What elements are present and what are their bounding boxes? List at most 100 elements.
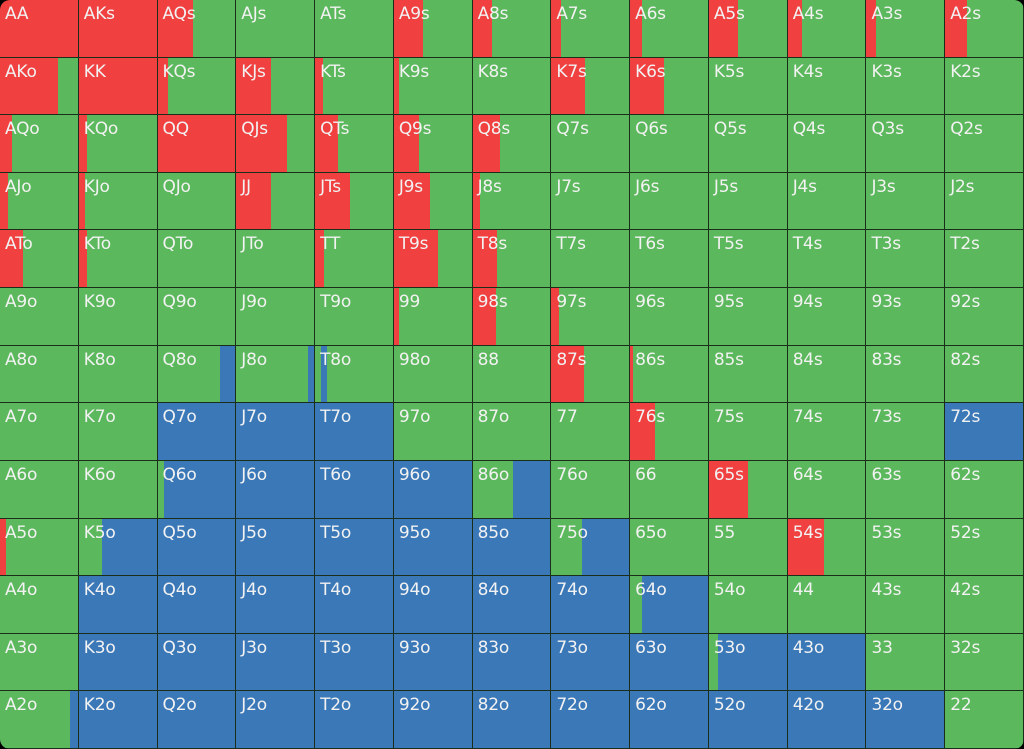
hand-cell-K2s[interactable]: K2s bbox=[945, 57, 1024, 116]
hand-cell-JTo[interactable]: JTo bbox=[236, 230, 316, 289]
hand-cell-AJo[interactable]: AJo bbox=[0, 172, 79, 231]
hand-cell-T9o[interactable]: T9o bbox=[315, 288, 394, 346]
hand-cell-AJs[interactable]: AJs bbox=[236, 0, 316, 58]
hand-cell-66[interactable]: 66 bbox=[630, 460, 709, 519]
hand-cell-K4s[interactable]: K4s bbox=[787, 57, 867, 116]
hand-cell-75s[interactable]: 75s bbox=[708, 403, 788, 461]
hand-cell-J4s[interactable]: J4s bbox=[787, 172, 867, 231]
hand-cell-94o[interactable]: 94o bbox=[393, 576, 473, 634]
hand-cell-JJ[interactable]: JJ bbox=[236, 172, 316, 231]
hand-cell-74o[interactable]: 74o bbox=[551, 576, 631, 634]
hand-cell-82o[interactable]: 82o bbox=[472, 691, 552, 749]
hand-cell-A2s[interactable]: A2s bbox=[945, 0, 1024, 58]
hand-cell-Q7s[interactable]: Q7s bbox=[551, 115, 631, 173]
hand-cell-T3o[interactable]: T3o bbox=[315, 633, 394, 692]
hand-cell-K3o[interactable]: K3o bbox=[78, 633, 158, 692]
hand-cell-J7o[interactable]: J7o bbox=[236, 403, 316, 461]
hand-cell-A6o[interactable]: A6o bbox=[0, 460, 79, 519]
hand-cell-33[interactable]: 33 bbox=[866, 633, 946, 692]
hand-cell-J9s[interactable]: J9s bbox=[393, 172, 473, 231]
hand-cell-K2o[interactable]: K2o bbox=[78, 691, 158, 749]
hand-cell-K5s[interactable]: K5s bbox=[708, 57, 788, 116]
hand-cell-87s[interactable]: 87s bbox=[551, 345, 631, 404]
hand-cell-Q3s[interactable]: Q3s bbox=[866, 115, 946, 173]
hand-cell-TT[interactable]: TT bbox=[315, 230, 394, 289]
hand-cell-32s[interactable]: 32s bbox=[945, 633, 1024, 692]
hand-cell-63s[interactable]: 63s bbox=[866, 460, 946, 519]
hand-cell-62o[interactable]: 62o bbox=[630, 691, 709, 749]
hand-cell-AA[interactable]: AA bbox=[0, 0, 79, 58]
hand-cell-T5s[interactable]: T5s bbox=[708, 230, 788, 289]
hand-cell-A5s[interactable]: A5s bbox=[708, 0, 788, 58]
hand-cell-A4s[interactable]: A4s bbox=[787, 0, 867, 58]
hand-cell-QJs[interactable]: QJs bbox=[236, 115, 316, 173]
hand-cell-J5o[interactable]: J5o bbox=[236, 518, 316, 577]
hand-cell-84o[interactable]: 84o bbox=[472, 576, 552, 634]
hand-cell-QQ[interactable]: QQ bbox=[157, 115, 237, 173]
hand-cell-A5o[interactable]: A5o bbox=[0, 518, 79, 577]
hand-cell-84s[interactable]: 84s bbox=[787, 345, 867, 404]
hand-cell-65o[interactable]: 65o bbox=[630, 518, 709, 577]
hand-cell-J8o[interactable]: J8o bbox=[236, 345, 316, 404]
hand-cell-54o[interactable]: 54o bbox=[708, 576, 788, 634]
hand-cell-AKs[interactable]: AKs bbox=[78, 0, 158, 58]
hand-cell-Q5o[interactable]: Q5o bbox=[157, 518, 237, 577]
hand-cell-Q9o[interactable]: Q9o bbox=[157, 288, 237, 346]
hand-cell-J6o[interactable]: J6o bbox=[236, 460, 316, 519]
hand-cell-83s[interactable]: 83s bbox=[866, 345, 946, 404]
hand-cell-ATs[interactable]: ATs bbox=[315, 0, 394, 58]
hand-cell-54s[interactable]: 54s bbox=[787, 518, 867, 577]
hand-cell-83o[interactable]: 83o bbox=[472, 633, 552, 692]
hand-cell-ATo[interactable]: ATo bbox=[0, 230, 79, 289]
hand-cell-64s[interactable]: 64s bbox=[787, 460, 867, 519]
hand-cell-A6s[interactable]: A6s bbox=[630, 0, 709, 58]
hand-cell-94s[interactable]: 94s bbox=[787, 288, 867, 346]
hand-cell-K9s[interactable]: K9s bbox=[393, 57, 473, 116]
hand-cell-88[interactable]: 88 bbox=[472, 345, 552, 404]
hand-cell-K8o[interactable]: K8o bbox=[78, 345, 158, 404]
hand-cell-T4s[interactable]: T4s bbox=[787, 230, 867, 289]
hand-cell-73o[interactable]: 73o bbox=[551, 633, 631, 692]
hand-cell-J3s[interactable]: J3s bbox=[866, 172, 946, 231]
hand-cell-A9s[interactable]: A9s bbox=[393, 0, 473, 58]
hand-cell-KTo[interactable]: KTo bbox=[78, 230, 158, 289]
hand-cell-52s[interactable]: 52s bbox=[945, 518, 1024, 577]
hand-cell-95s[interactable]: 95s bbox=[708, 288, 788, 346]
hand-cell-42o[interactable]: 42o bbox=[787, 691, 867, 749]
hand-cell-76s[interactable]: 76s bbox=[630, 403, 709, 461]
hand-cell-62s[interactable]: 62s bbox=[945, 460, 1024, 519]
hand-cell-QTo[interactable]: QTo bbox=[157, 230, 237, 289]
hand-cell-65s[interactable]: 65s bbox=[708, 460, 788, 519]
hand-cell-T5o[interactable]: T5o bbox=[315, 518, 394, 577]
hand-cell-J7s[interactable]: J7s bbox=[551, 172, 631, 231]
hand-cell-92s[interactable]: 92s bbox=[945, 288, 1024, 346]
hand-cell-J8s[interactable]: J8s bbox=[472, 172, 552, 231]
hand-cell-76o[interactable]: 76o bbox=[551, 460, 631, 519]
hand-cell-K5o[interactable]: K5o bbox=[78, 518, 158, 577]
hand-cell-95o[interactable]: 95o bbox=[393, 518, 473, 577]
hand-cell-T7s[interactable]: T7s bbox=[551, 230, 631, 289]
hand-cell-Q6o[interactable]: Q6o bbox=[157, 460, 237, 519]
hand-cell-KK[interactable]: KK bbox=[78, 57, 158, 116]
hand-cell-43o[interactable]: 43o bbox=[787, 633, 867, 692]
hand-cell-KJo[interactable]: KJo bbox=[78, 172, 158, 231]
hand-cell-A7s[interactable]: A7s bbox=[551, 0, 631, 58]
hand-cell-Q8s[interactable]: Q8s bbox=[472, 115, 552, 173]
hand-cell-93o[interactable]: 93o bbox=[393, 633, 473, 692]
hand-cell-99[interactable]: 99 bbox=[393, 288, 473, 346]
hand-cell-T6s[interactable]: T6s bbox=[630, 230, 709, 289]
hand-cell-AQo[interactable]: AQo bbox=[0, 115, 79, 173]
hand-cell-85o[interactable]: 85o bbox=[472, 518, 552, 577]
hand-cell-Q4s[interactable]: Q4s bbox=[787, 115, 867, 173]
hand-cell-JTs[interactable]: JTs bbox=[315, 172, 394, 231]
hand-cell-75o[interactable]: 75o bbox=[551, 518, 631, 577]
hand-cell-53o[interactable]: 53o bbox=[708, 633, 788, 692]
hand-cell-T6o[interactable]: T6o bbox=[315, 460, 394, 519]
hand-cell-87o[interactable]: 87o bbox=[472, 403, 552, 461]
hand-cell-32o[interactable]: 32o bbox=[866, 691, 946, 749]
hand-cell-T2s[interactable]: T2s bbox=[945, 230, 1024, 289]
hand-cell-42s[interactable]: 42s bbox=[945, 576, 1024, 634]
hand-cell-43s[interactable]: 43s bbox=[866, 576, 946, 634]
hand-cell-Q3o[interactable]: Q3o bbox=[157, 633, 237, 692]
hand-cell-97o[interactable]: 97o bbox=[393, 403, 473, 461]
